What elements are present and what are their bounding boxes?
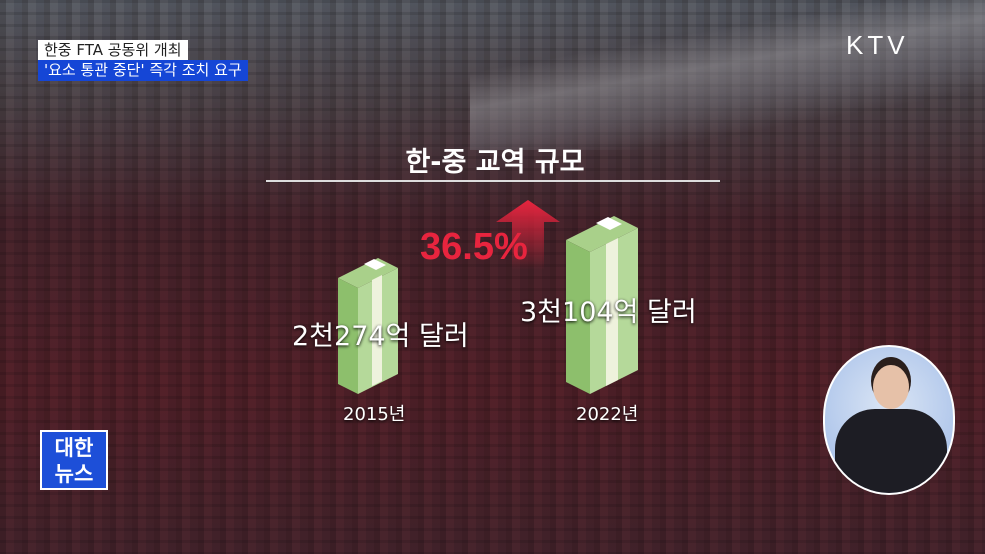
money-stack-2015-icon [338, 258, 398, 394]
value-2015: 2천274억 달러 [292, 321, 469, 352]
program-logo: 대한 뉴스 [40, 430, 108, 490]
growth-percent: 36.5% [420, 226, 528, 268]
year-2015: 2015년 [343, 404, 406, 425]
interpreter-head [873, 365, 909, 409]
caption-headline: 한중 FTA 공동위 개최 [38, 40, 188, 60]
interpreter-body [835, 409, 947, 493]
caption-subheadline: '요소 통관 중단' 즉각 조치 요구 [38, 60, 248, 81]
up-arrow-icon [496, 200, 560, 270]
infographic-title: 한-중 교역 규모 [405, 147, 585, 178]
title-divider [266, 180, 720, 182]
money-stack-2022-icon [566, 216, 638, 394]
value-2022: 3천104억 달러 [520, 297, 697, 328]
sign-language-interpreter [823, 345, 955, 495]
channel-logo: KTV [846, 30, 909, 60]
program-logo-line2: 뉴스 [54, 462, 94, 486]
highway [470, 0, 985, 150]
program-logo-line1: 대한 [54, 436, 94, 460]
year-2022: 2022년 [576, 404, 639, 425]
